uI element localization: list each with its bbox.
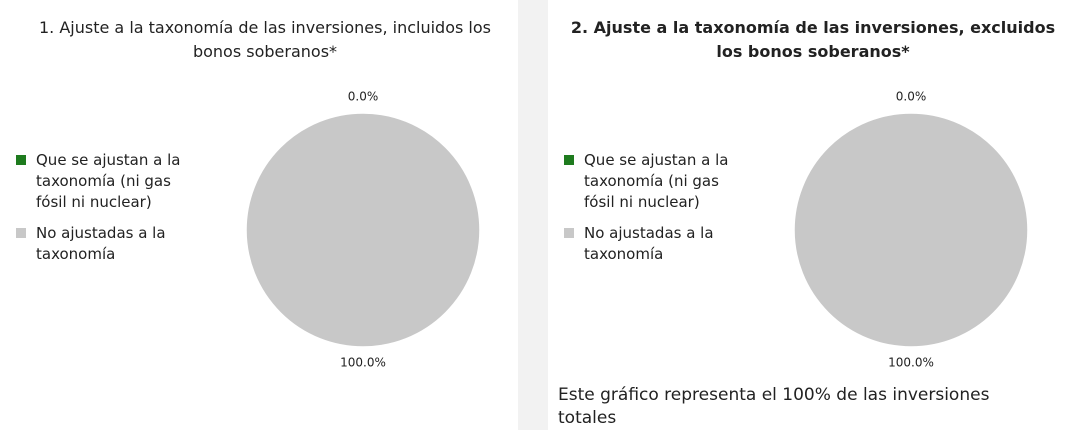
legend-item: Que se ajustan a la taxonomía (ni gas fó… xyxy=(564,150,734,213)
pie-chart: 0.0% 100.0% xyxy=(245,90,481,370)
pie-chart: 0.0% 100.0% xyxy=(793,90,1029,370)
pie-slice xyxy=(793,112,1029,348)
footnote: Este gráfico representa el 100% de las i… xyxy=(558,385,990,428)
legend-label: Que se ajustan a la taxonomía (ni gas fó… xyxy=(584,151,729,211)
legend-item: No ajustadas a la taxonomía xyxy=(16,223,186,265)
data-label: 0.0% xyxy=(896,90,927,104)
data-label: 100.0% xyxy=(340,356,386,370)
legend-label: No ajustadas a la taxonomía xyxy=(36,224,166,263)
data-label: 0.0% xyxy=(348,90,379,104)
legend-swatch xyxy=(564,228,574,238)
legend-swatch xyxy=(16,228,26,238)
panel: Este gráfico representa el 100% de las i… xyxy=(548,0,1066,430)
chart-title: 2. Ajuste a la taxonomía de las inversio… xyxy=(570,18,1056,61)
pie-slice xyxy=(245,112,481,348)
legend-label: No ajustadas a la taxonomía xyxy=(584,224,714,263)
panel: 1. Ajuste a la taxonomía de las inversio… xyxy=(0,0,518,430)
data-label: 100.0% xyxy=(888,356,934,370)
legend-swatch xyxy=(16,155,26,165)
legend-label: Que se ajustan a la taxonomía (ni gas fó… xyxy=(36,151,181,211)
chart-title: 1. Ajuste a la taxonomía de las inversio… xyxy=(39,18,491,61)
legend: Que se ajustan a la taxonomía (ni gas fó… xyxy=(564,150,734,275)
legend-swatch xyxy=(564,155,574,165)
legend: Que se ajustan a la taxonomía (ni gas fó… xyxy=(16,150,186,275)
legend-item: Que se ajustan a la taxonomía (ni gas fó… xyxy=(16,150,186,213)
legend-item: No ajustadas a la taxonomía xyxy=(564,223,734,265)
